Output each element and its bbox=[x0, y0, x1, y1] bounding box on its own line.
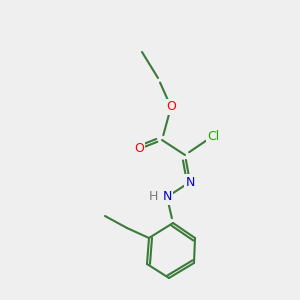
Text: O: O bbox=[134, 142, 144, 155]
Text: H: H bbox=[148, 190, 158, 203]
Text: O: O bbox=[166, 100, 176, 113]
Text: Cl: Cl bbox=[207, 130, 219, 142]
Text: N: N bbox=[185, 176, 195, 188]
Text: N: N bbox=[162, 190, 172, 203]
